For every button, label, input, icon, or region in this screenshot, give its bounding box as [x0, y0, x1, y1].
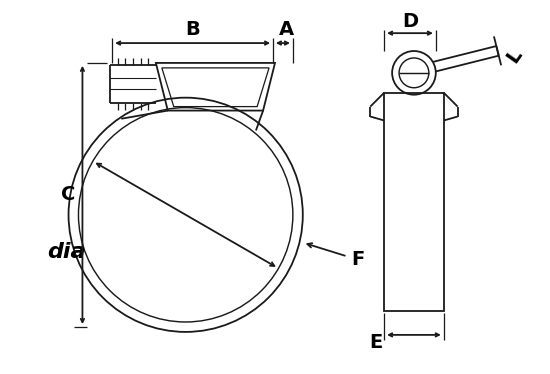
- Text: L: L: [503, 46, 526, 67]
- Text: A: A: [279, 20, 294, 39]
- Text: dia: dia: [47, 242, 86, 261]
- Text: E: E: [370, 333, 383, 352]
- Text: B: B: [185, 20, 200, 39]
- Text: C: C: [62, 186, 76, 205]
- Text: F: F: [351, 250, 364, 269]
- Text: D: D: [402, 12, 418, 31]
